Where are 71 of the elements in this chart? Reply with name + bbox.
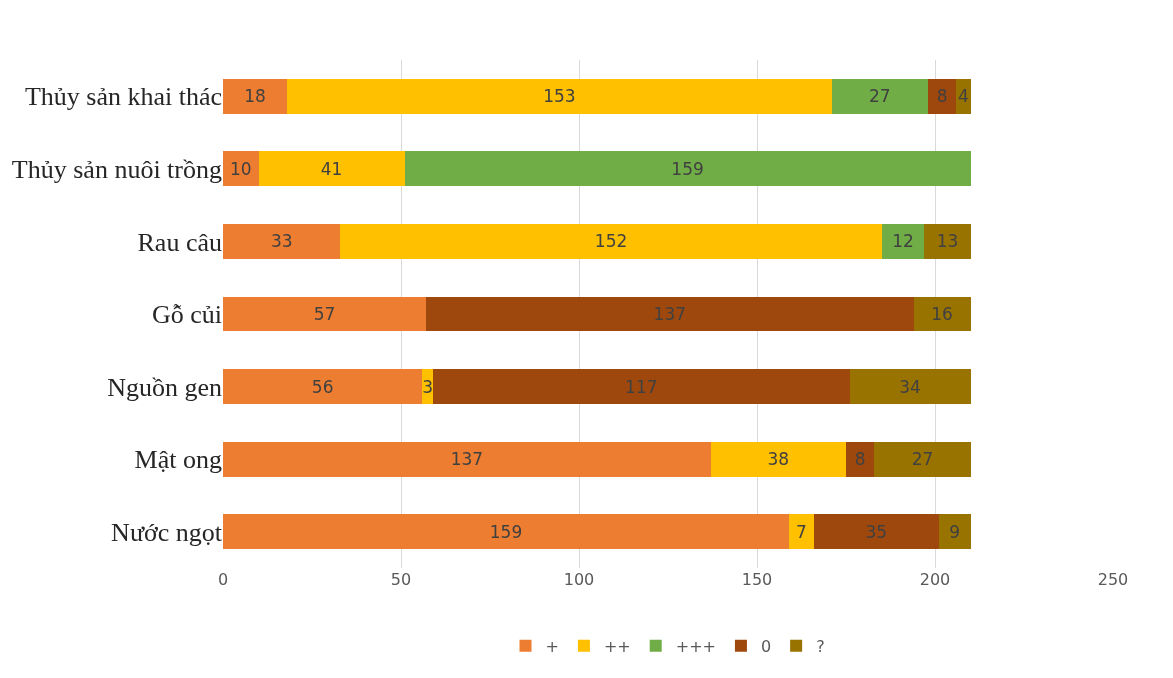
bar [223, 78, 288, 114]
y-tick-label: Nguồn gen [107, 372, 222, 402]
data-label: 159 [671, 158, 704, 179]
data-label: 34 [899, 376, 921, 397]
legend-label: + [545, 637, 559, 657]
y-tick-label: Mật ong [134, 445, 222, 475]
bar [223, 224, 341, 259]
bar [223, 369, 423, 404]
bar [831, 78, 928, 114]
bar [258, 151, 405, 187]
data-label: 159 [489, 521, 523, 542]
legend-label: +++ [675, 637, 716, 657]
data-label: 57 [313, 304, 336, 324]
bar [813, 514, 939, 550]
x-tick-label: 200 [919, 570, 951, 589]
data-label: 41 [320, 158, 343, 179]
bar [223, 151, 259, 187]
data-label: 38 [767, 449, 790, 470]
data-label: 10 [229, 158, 252, 179]
y-tick-label: Nước ngọt [111, 517, 223, 547]
data-label: 7 [796, 521, 807, 542]
data-label: 8 [936, 86, 948, 107]
legend-label: ++ [603, 637, 631, 657]
x-tick-label: 150 [741, 570, 773, 589]
bar [340, 224, 882, 259]
x-tick-label: 250 [1097, 570, 1129, 589]
data-label: 18 [244, 86, 266, 107]
bar [846, 441, 875, 477]
x-tick-label: 0 [217, 570, 229, 589]
legend-label: 0 [760, 637, 772, 657]
data-label: 16 [931, 304, 953, 324]
data-label: 137 [653, 304, 687, 324]
x-tick-label: 100 [563, 570, 595, 589]
y-tick-label: Thủy sản khai thác [24, 82, 222, 112]
data-label: 153 [543, 86, 576, 107]
bar [874, 441, 971, 477]
data-label: 12 [892, 231, 914, 252]
bar [924, 224, 971, 259]
data-label: 27 [911, 449, 934, 470]
y-tick-label: Thủy sản nuôi trồng [11, 154, 222, 184]
y-tick-label: Gỗ củi [151, 300, 222, 330]
bar [849, 369, 971, 404]
data-label: 137 [450, 449, 484, 470]
bar [223, 441, 711, 477]
data-label: 56 [311, 376, 334, 397]
data-label: 13 [936, 231, 959, 252]
legend-label: ? [816, 637, 825, 657]
data-label: 27 [869, 86, 891, 107]
bar [927, 78, 957, 114]
data-label: 3 [422, 376, 434, 397]
bar [956, 78, 971, 114]
bar [789, 514, 814, 550]
bar [710, 441, 846, 477]
bar [433, 369, 850, 404]
x-tick-label: 50 [390, 570, 412, 589]
bar [223, 514, 790, 550]
bar [404, 151, 971, 187]
data-label: 4 [958, 86, 969, 107]
data-label: 152 [594, 231, 628, 252]
data-label: 35 [865, 521, 888, 542]
bar [223, 296, 426, 332]
y-tick-label: Rau câu [137, 227, 222, 257]
bar [938, 514, 971, 550]
data-label: 117 [625, 376, 658, 397]
bar [425, 296, 914, 332]
data-label: 9 [949, 521, 960, 542]
bar [913, 296, 971, 332]
data-label: 33 [270, 231, 293, 252]
data-label: 8 [854, 449, 866, 470]
bar [881, 224, 925, 259]
bar [287, 78, 832, 114]
